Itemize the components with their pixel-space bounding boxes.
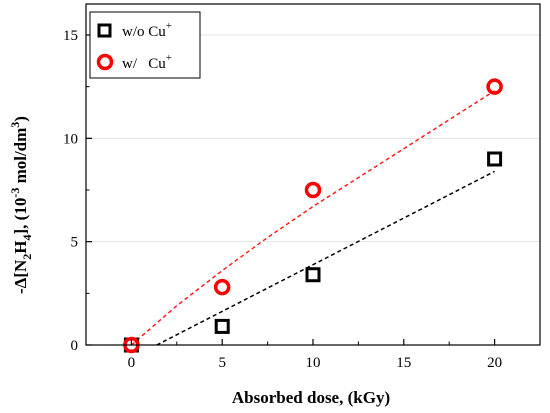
fit-lines bbox=[130, 90, 496, 346]
fit-line-series-1 bbox=[130, 90, 496, 346]
x-tick-label-0: 0 bbox=[128, 355, 136, 371]
legend-label-wo-cu: w/o Cu+ bbox=[122, 20, 172, 40]
y-tick-label-5: 5 bbox=[71, 235, 79, 251]
data-markers bbox=[123, 78, 503, 354]
legend-circle-marker bbox=[96, 53, 114, 71]
legend: w/o Cu+ w/ Cu+ bbox=[89, 11, 201, 79]
legend-square-marker bbox=[97, 23, 112, 38]
x-tick-label-10: 10 bbox=[306, 355, 321, 371]
y-tick-label-10: 10 bbox=[63, 131, 78, 147]
square-marker-1 bbox=[214, 318, 230, 334]
tick-labels: 0 5 10 15 20 0 5 10 15 bbox=[63, 28, 502, 371]
y-tick-label-15: 15 bbox=[63, 28, 78, 44]
x-tick-label-5: 5 bbox=[218, 355, 226, 371]
x-tick-label-15: 15 bbox=[396, 355, 411, 371]
y-axis-label: -Δ[N2H4], (10-3 mol/dm3) bbox=[8, 116, 34, 294]
square-marker-3 bbox=[487, 151, 503, 167]
circle-marker-3 bbox=[486, 78, 503, 95]
square-marker-2 bbox=[305, 267, 321, 283]
circle-marker-2 bbox=[304, 181, 322, 199]
circle-marker-1 bbox=[213, 278, 231, 296]
axis-ticks bbox=[86, 34, 496, 346]
x-axis-label: Absorbed dose, (kGy) bbox=[232, 388, 390, 407]
y-tick-label-0: 0 bbox=[71, 338, 79, 354]
legend-label-w-cu: w/ Cu+ bbox=[122, 52, 172, 72]
fit-line-series-0 bbox=[156, 170, 495, 346]
x-tick-label-20: 20 bbox=[487, 355, 502, 371]
